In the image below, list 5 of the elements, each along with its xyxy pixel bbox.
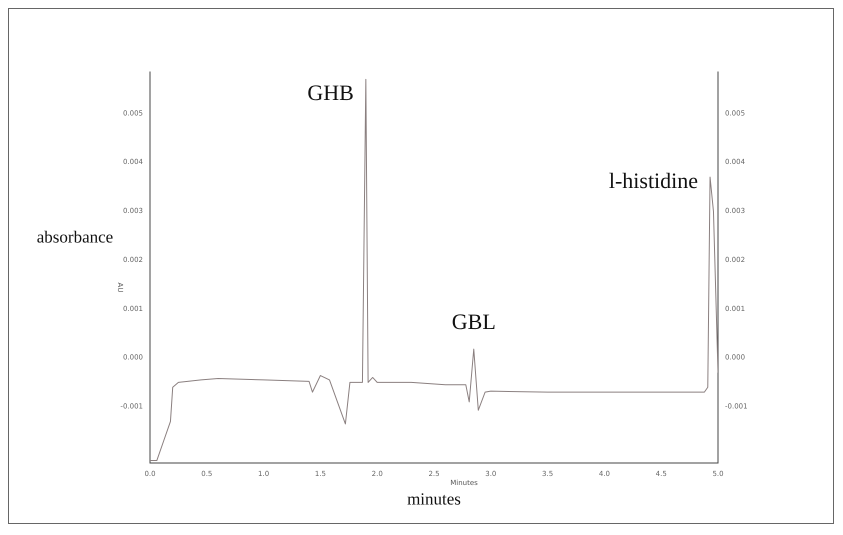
annotation: GHB: [307, 80, 354, 105]
y-axis-title: absorbance: [36, 227, 114, 246]
annotation: GBL: [452, 308, 496, 334]
x-axis-title: minutes: [407, 489, 461, 508]
annotation: l-histidine: [608, 168, 698, 193]
